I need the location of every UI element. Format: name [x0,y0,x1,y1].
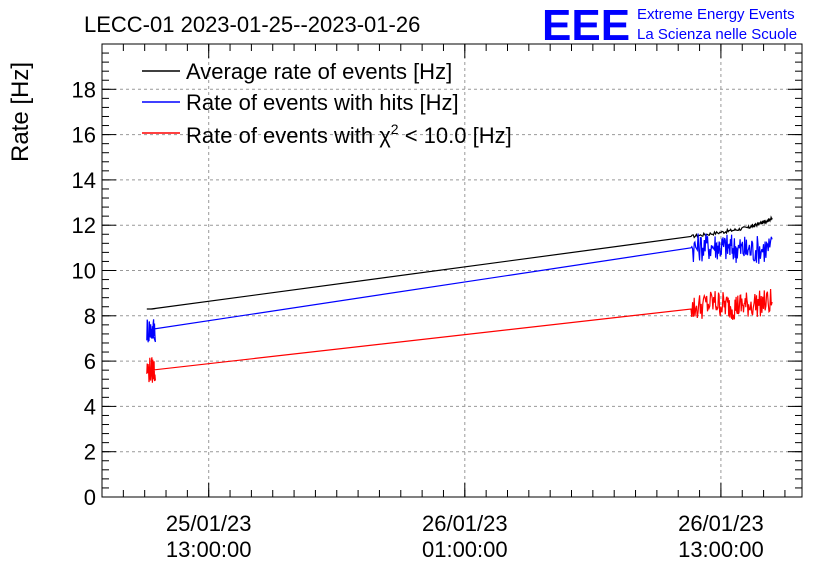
series-line-1 [146,233,773,343]
eee-logo: EEE [542,1,630,50]
x-tick-label-time: 13:00:00 [678,537,764,562]
grid-lines [102,44,802,497]
y-tick-label: 8 [84,304,96,329]
y-tick-label: 10 [72,259,96,284]
legend-chi2-sup: 2 [391,121,399,137]
y-tick-label: 6 [84,349,96,374]
series-lines [146,215,773,383]
x-tick-label-time: 01:00:00 [422,537,508,562]
y-tick-label: 2 [84,440,96,465]
x-tick-label-date: 26/01/23 [422,511,508,536]
legend-label-chi2: Rate of events with χ2 < 10.0 [Hz] [186,121,512,148]
x-tick-label-date: 25/01/23 [166,511,252,536]
x-tick-label-time: 13:00:00 [166,537,252,562]
legend-chi2-chi: χ [379,123,391,148]
y-axis-label: Rate [Hz] [7,62,34,162]
y-tick-label: 12 [72,213,96,238]
legend-label-hits: Rate of events with hits [Hz] [186,90,459,115]
chart-title: LECC-01 2023-01-25--2023-01-26 [84,12,420,37]
brand-line-1: Extreme Energy Events [637,6,795,23]
y-tick-label: 18 [72,77,96,102]
y-tick-label: 14 [72,168,96,193]
y-axis: 0 2 4 6 8 10 12 14 16 18 [72,43,802,510]
eee-logo-text: EEE [542,1,630,50]
legend: Average rate of events [Hz] Rate of even… [142,59,512,148]
y-tick-label: 16 [72,123,96,148]
y-tick-label: 4 [84,394,96,419]
x-tick-label-date: 26/01/23 [678,511,764,536]
brand-line-2: La Scienza nelle Scuole [637,26,797,43]
plot-frame [101,43,803,498]
legend-chi2-post: < 10.0 [Hz] [399,123,512,148]
legend-chi2-pre: Rate of events with [186,123,379,148]
series-line-2 [146,288,773,383]
y-tick-label: 0 [84,485,96,510]
x-axis: 25/01/2313:00:0026/01/2301:00:0026/01/23… [101,44,786,562]
legend-label-average: Average rate of events [Hz] [186,59,452,84]
series-line-0 [146,215,773,310]
